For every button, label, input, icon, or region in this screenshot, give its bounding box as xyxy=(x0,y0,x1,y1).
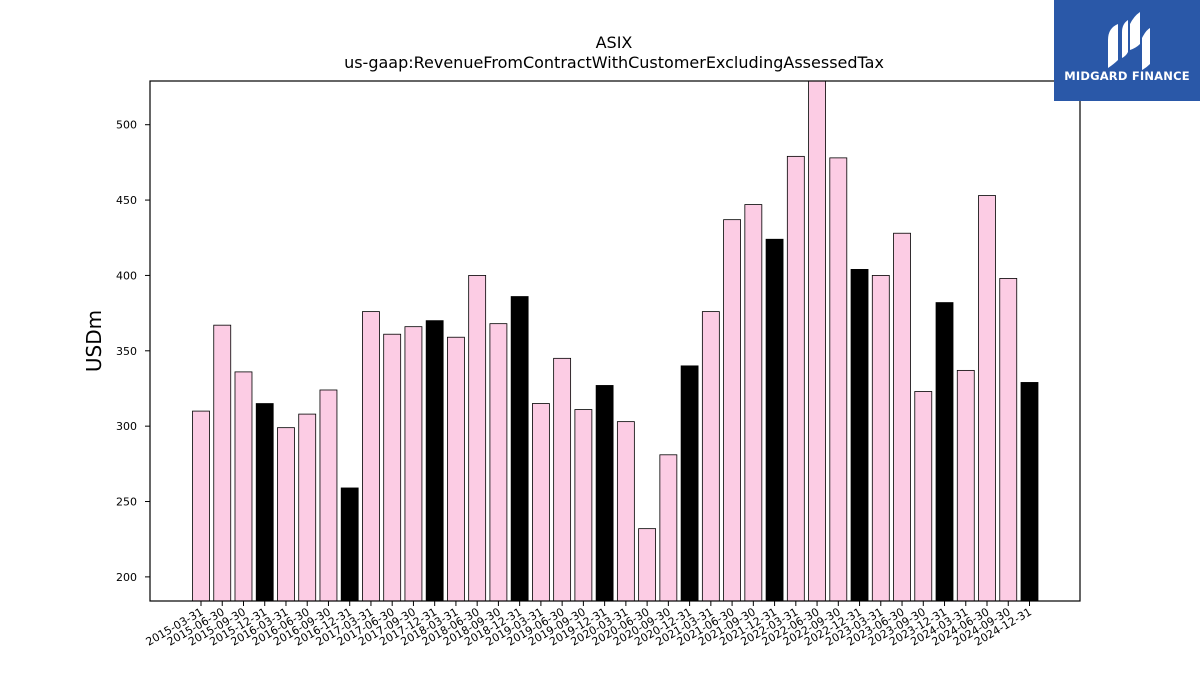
y-tick-label: 350 xyxy=(116,345,137,358)
y-tick-label: 400 xyxy=(116,269,137,282)
bar-2018-12-31 xyxy=(510,296,529,602)
bar-2016-12-31 xyxy=(340,487,359,602)
bar-2015-06-30 xyxy=(213,324,232,602)
bar-2017-03-31 xyxy=(362,311,380,602)
bar-2023-09-30 xyxy=(914,391,933,602)
chart-subtitle: us-gaap:RevenueFromContractWithCustomerE… xyxy=(344,53,884,72)
bar-2021-12-31 xyxy=(765,238,784,602)
y-tick-label: 250 xyxy=(116,496,137,509)
bar-2024-06-30 xyxy=(978,195,996,602)
y-tick-label: 450 xyxy=(116,194,137,207)
bar-2016-09-30 xyxy=(319,389,338,602)
midgard-logo-icon xyxy=(1108,12,1150,70)
bar-2017-09-30 xyxy=(404,326,423,602)
bar-2024-09-30 xyxy=(999,278,1018,602)
y-tick-label: 200 xyxy=(116,571,137,584)
bar-2018-03-31 xyxy=(447,336,465,602)
bar-2022-12-31 xyxy=(850,269,869,602)
y-tick-label: 500 xyxy=(116,119,137,132)
bar-2016-06-30 xyxy=(298,413,317,602)
bar-2016-03-31 xyxy=(277,427,295,602)
bar-2017-06-30 xyxy=(383,333,402,602)
bar-2022-03-31 xyxy=(786,155,805,602)
brand-name: MIDGARD FINANCE xyxy=(1064,69,1190,83)
chart-title: ASIX xyxy=(596,33,633,52)
brand-logo: MIDGARD FINANCE xyxy=(1054,0,1200,101)
y-axis: 200 250 300 350 400 450 500 xyxy=(116,119,150,584)
bar-2015-09-30 xyxy=(234,371,253,602)
bar-2018-09-30 xyxy=(489,323,508,602)
bar-2019-03-31 xyxy=(532,403,550,602)
bar-2020-03-31 xyxy=(616,421,635,602)
bars-layer xyxy=(192,80,1039,602)
bar-2023-03-31 xyxy=(871,275,890,602)
bar-2020-12-31 xyxy=(680,365,699,602)
bar-2019-12-31 xyxy=(595,385,614,602)
bar-2019-09-30 xyxy=(574,409,593,602)
bar-2021-09-30 xyxy=(744,204,763,602)
bar-2022-06-30 xyxy=(808,80,826,602)
bar-2024-03-31 xyxy=(956,369,975,602)
bar-2020-06-30 xyxy=(638,528,657,602)
bar-2021-03-31 xyxy=(701,311,720,602)
bar-2018-06-30 xyxy=(468,275,487,602)
bar-2017-12-31 xyxy=(425,320,444,602)
plot-frame xyxy=(149,80,1081,602)
bar-2015-12-31 xyxy=(255,403,274,602)
y-tick-label: 300 xyxy=(116,420,137,433)
bar-2024-12-31 xyxy=(1020,382,1039,602)
bar-2023-12-31 xyxy=(935,302,954,602)
bar-2020-09-30 xyxy=(659,454,678,602)
y-axis-label: USDm xyxy=(82,310,106,372)
bar-2021-06-30 xyxy=(723,219,741,602)
bar-2023-06-30 xyxy=(893,232,911,602)
bar-2022-09-30 xyxy=(829,157,848,602)
x-axis: 2015-03-312015-06-302015-09-302015-12-31… xyxy=(144,601,1034,649)
bar-2015-03-31 xyxy=(192,410,210,602)
bar-2019-06-30 xyxy=(553,357,572,602)
